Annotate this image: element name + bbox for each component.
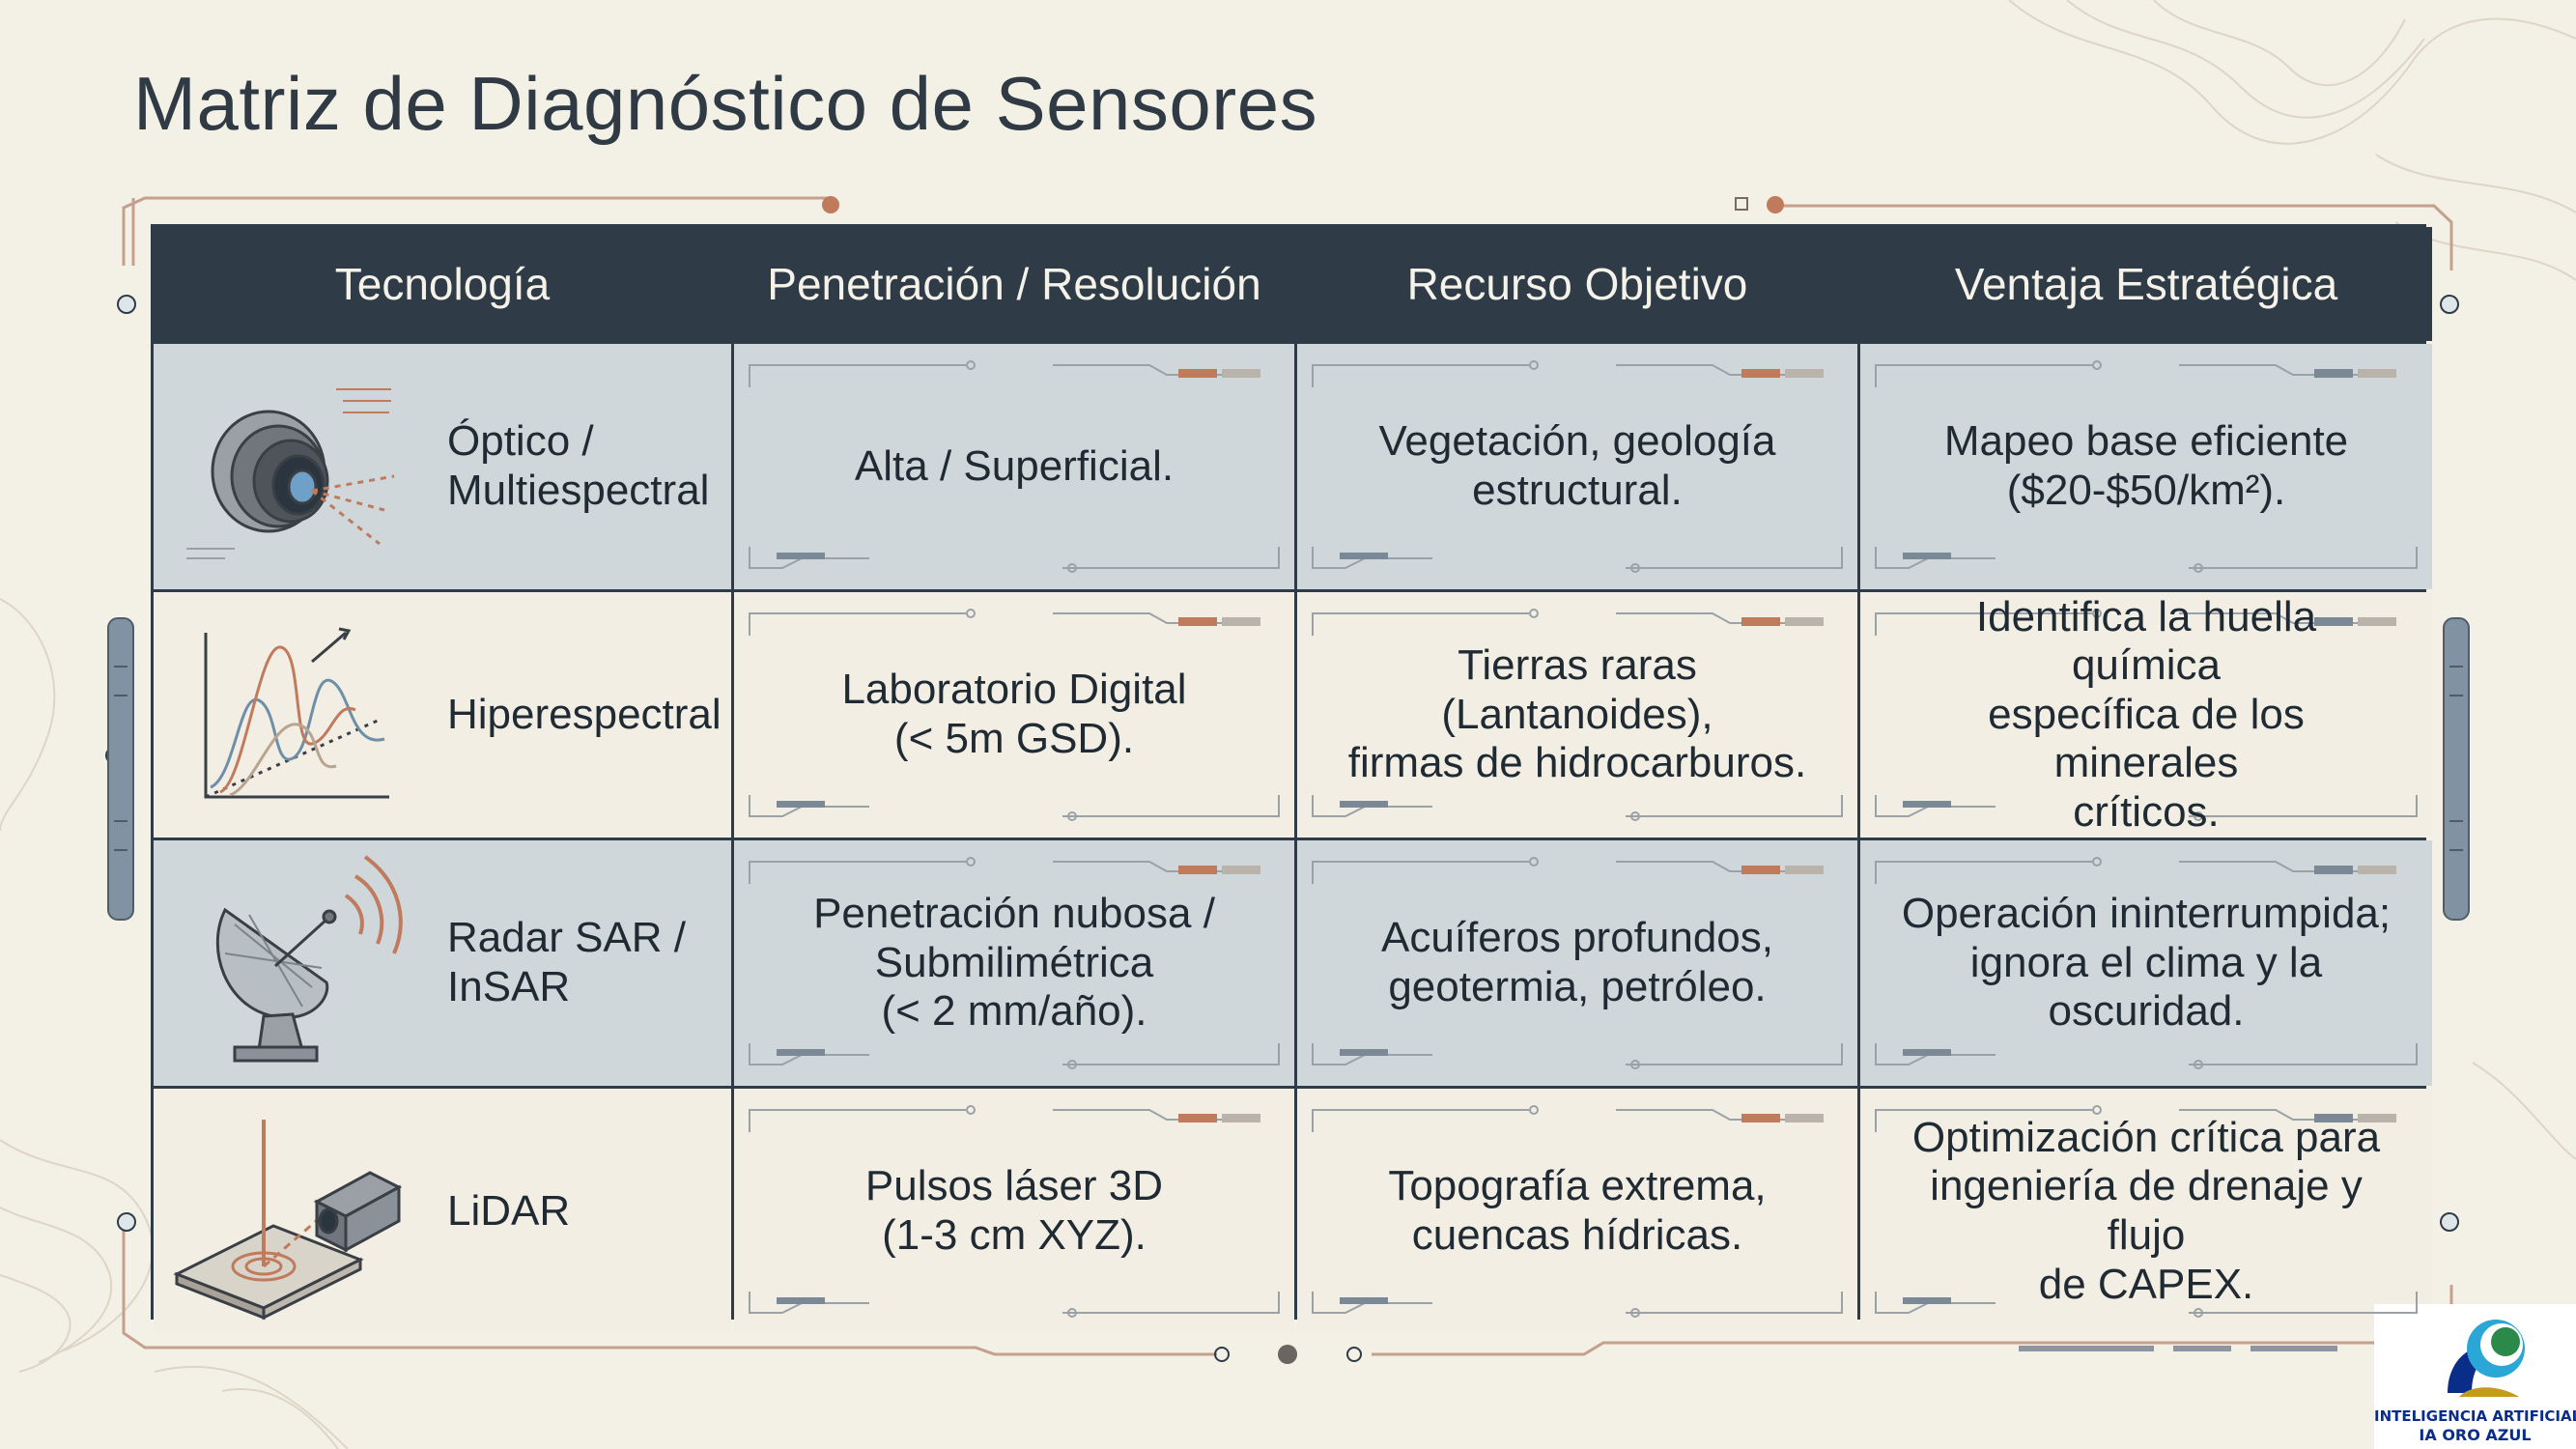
tech-label: Hiperespectral (447, 690, 722, 738)
table-cell-advantage: Identifica la huella química específica … (1860, 592, 2432, 838)
table-cell-resolution: Pulsos láser 3D (1-3 cm XYZ). (734, 1089, 1294, 1334)
advantage-text: Optimización crítica para ingeniería de … (1911, 1113, 2381, 1308)
cell-ornament (1875, 857, 2418, 1069)
table-cell-resource: Acuíferos profundos, geotermia, petróleo… (1297, 840, 1857, 1086)
sensor-matrix-table: Tecnología Penetración / Resolución Recu… (151, 224, 2432, 1334)
page-title: Matriz de Diagnóstico de Sensores (133, 61, 1318, 146)
tech-label: Radar SAR / InSAR (447, 914, 686, 1010)
table-cell-resolution: Penetración nubosa / Submilimétrica (< 2… (734, 840, 1294, 1086)
column-header-resource: Recurso Objetivo (1297, 227, 1857, 341)
resolution-text: Laboratorio Digital (< 5m GSD). (841, 666, 1187, 762)
column-header-resolution: Penetración / Resolución (734, 227, 1294, 341)
cell-ornament (749, 360, 1280, 573)
radar-dish-icon (215, 855, 403, 1063)
table-cell-resource: Topografía extrema, cuencas hídricas. (1297, 1089, 1857, 1334)
advantage-text: Identifica la huella química específica … (1975, 592, 2317, 836)
column-header-advantage: Ventaja Estratégica (1860, 227, 2432, 341)
table-cell-tech-optical: Óptico / Multiespectral (154, 344, 731, 589)
resolution-text: Alta / Superficial. (854, 441, 1175, 490)
camera-icon (186, 388, 395, 559)
tech-label: LiDAR (447, 1186, 571, 1235)
table-cell-resolution: Laboratorio Digital (< 5m GSD). (734, 592, 1294, 838)
lidar-scanner-icon (173, 1120, 403, 1321)
tech-label: Óptico / Multiespectral (447, 417, 710, 514)
cell-ornament (749, 857, 1280, 1069)
cell-ornament (1875, 360, 2418, 573)
resource-text: Acuíferos profundos, geotermia, petróleo… (1380, 914, 1773, 1010)
cell-ornament (1312, 360, 1843, 573)
table-cell-advantage: Optimización crítica para ingeniería de … (1860, 1089, 2432, 1334)
table-cell-resource: Vegetación, geología estructural. (1297, 344, 1857, 589)
table-cell-advantage: Mapeo base eficiente ($20-$50/km²). (1860, 344, 2432, 589)
resource-text: Vegetación, geología estructural. (1378, 417, 1776, 514)
cell-ornament (1312, 609, 1843, 821)
resolution-text: Penetración nubosa / Submilimétrica (< 2… (813, 890, 1215, 1036)
advantage-text: Mapeo base eficiente ($20-$50/km²). (1943, 417, 2349, 514)
column-header-technology: Tecnología (154, 227, 731, 341)
cell-ornament (749, 609, 1280, 821)
table-cell-resource: Tierras raras (Lantanoides), firmas de h… (1297, 592, 1857, 838)
table-cell-resolution: Alta / Superficial. (734, 344, 1294, 589)
logo-line-1: INTELIGENCIA ARTIFICIAL (2374, 1407, 2576, 1425)
spectrum-chart-icon (204, 627, 389, 799)
table-cell-tech-hyperspectral: Hiperespectral (154, 592, 731, 838)
table-cell-advantage: Operación ininterrumpida; ignora el clim… (1860, 840, 2432, 1086)
table-cell-tech-lidar: LiDAR (154, 1089, 731, 1334)
ia-oro-azul-logo-icon (2448, 1320, 2525, 1397)
cell-ornament (1312, 857, 1843, 1069)
logo-line-2: IA ORO AZUL (2419, 1426, 2532, 1444)
brand-logo: INTELIGENCIA ARTIFICIAL IA ORO AZUL (2374, 1304, 2576, 1449)
resolution-text: Pulsos láser 3D (1-3 cm XYZ). (864, 1162, 1164, 1259)
resource-text: Topografía extrema, cuencas hídricas. (1388, 1162, 1767, 1259)
table-cell-tech-radar: Radar SAR / InSAR (154, 840, 731, 1086)
cell-ornament (1875, 609, 2418, 821)
resource-text: Tierras raras (Lantanoides), firmas de h… (1347, 641, 1807, 787)
advantage-text: Operación ininterrumpida; ignora el clim… (1901, 890, 2392, 1036)
